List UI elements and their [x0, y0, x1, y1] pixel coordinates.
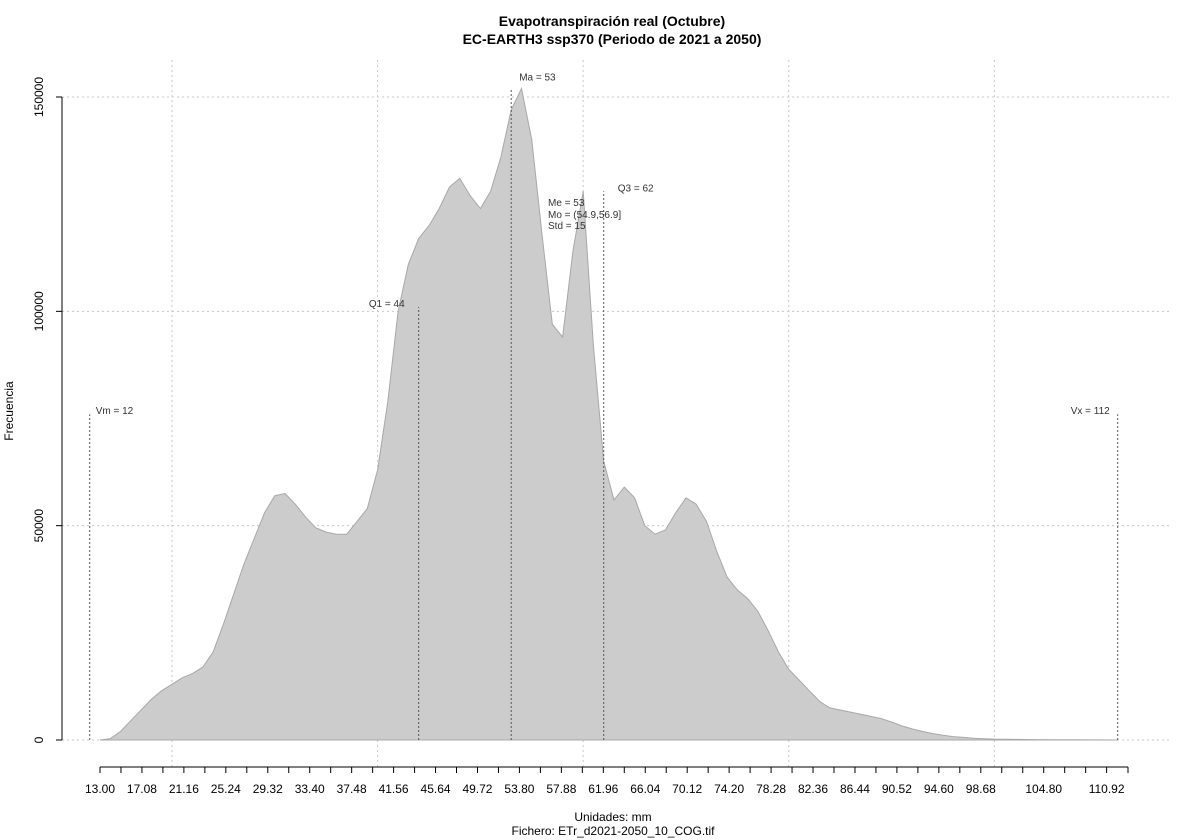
x-tick-label: 13.00: [85, 782, 115, 796]
y-tick-label: 50000: [32, 509, 46, 543]
x-tick-label: 17.08: [127, 782, 157, 796]
x-axis-label: Unidades: mm: [574, 810, 651, 824]
chart-title: Evapotranspiración real (Octubre): [499, 13, 725, 29]
x-tick-label: 41.56: [379, 782, 409, 796]
mode-label: Mo = (54.9,56.9]: [548, 210, 621, 221]
ma-label: Ma = 53: [519, 72, 556, 83]
x-tick-label: 70.12: [672, 782, 702, 796]
x-tick-label: 45.64: [421, 782, 451, 796]
x-tick-label: 37.48: [337, 782, 367, 796]
y-tick-label: 100000: [32, 291, 46, 331]
x-tick-label: 86.44: [840, 782, 870, 796]
frequency-area: [99, 86, 1118, 741]
x-tick-label: 82.36: [798, 782, 828, 796]
axis-layer: 13.00 17.08 21.16 25.24 29.32 33.40 37.48 41.56…: [32, 77, 1129, 796]
y-axis-label: Frecuencia: [2, 381, 16, 441]
x-tick-label: 74.20: [714, 782, 744, 796]
x-tick-label: 104.80: [1025, 782, 1062, 796]
y-tick-label: 150000: [32, 77, 46, 117]
marker-layer: [89, 88, 1119, 740]
x-tick-label: 78.28: [756, 782, 786, 796]
file-label: Fichero: ETr_d2021-2050_10_COG.tif: [512, 824, 716, 838]
x-tick-label: 25.24: [211, 782, 241, 796]
x-tick-label: 66.04: [630, 782, 660, 796]
vm-label: Vm = 12: [96, 406, 134, 417]
chart-subtitle: EC-EARTH3 ssp370 (Periodo de 2021 a 2050…: [463, 31, 762, 47]
x-tick-label: 94.60: [924, 782, 954, 796]
y-tick-label: 0: [32, 736, 46, 743]
median-label: Me = 53: [548, 198, 585, 209]
q1-label: Q1 = 44: [369, 299, 405, 310]
std-label: Std = 15: [548, 221, 586, 232]
x-tick-label: 98.68: [966, 782, 996, 796]
x-tick-label: 29.32: [253, 782, 283, 796]
x-tick-label: 110.92: [1089, 782, 1125, 796]
x-tick-label: 90.52: [882, 782, 912, 796]
x-tick-label: 53.80: [504, 782, 534, 796]
x-tick-label: 49.72: [462, 782, 492, 796]
x-tick-label: 57.88: [546, 782, 576, 796]
q3-label: Q3 = 62: [618, 183, 654, 194]
x-tick-label: 33.40: [295, 782, 325, 796]
x-tick-label: 21.16: [169, 782, 199, 796]
vx-label: Vx = 112: [1071, 406, 1110, 417]
x-tick-label: 61.96: [588, 782, 618, 796]
